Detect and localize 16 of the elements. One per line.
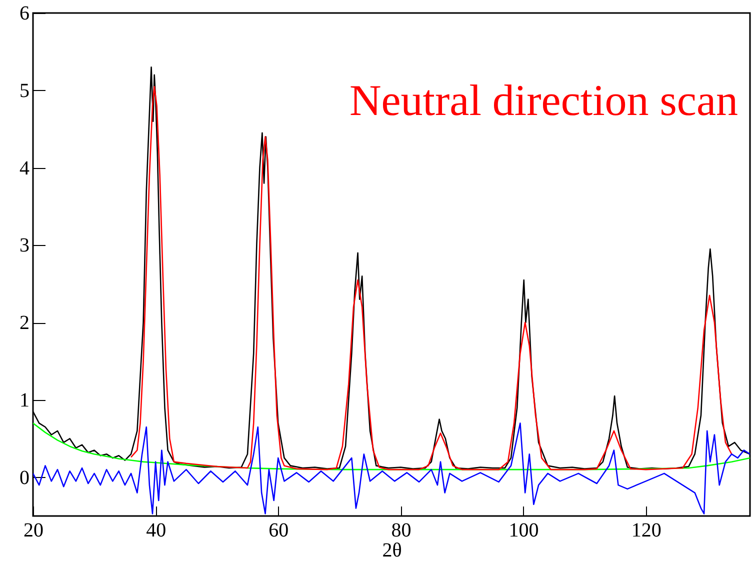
line-series (33, 422, 750, 514)
y-tick-label: 5 (20, 80, 30, 102)
x-tick-label: 80 (391, 520, 412, 542)
y-tick-label: 0 (20, 466, 30, 489)
x-tick-label: 100 (508, 520, 539, 542)
x-tick-label: 20 (24, 520, 44, 542)
y-tick-label: 1 (20, 389, 30, 412)
y-tick-label: 3 (20, 234, 30, 257)
y-tick-label: 6 (20, 2, 30, 24)
y-tick-label: 4 (20, 157, 30, 180)
x-tick-label: 120 (631, 520, 662, 542)
y-tick-label: 2 (20, 312, 30, 334)
x-axis-title: 2θ (382, 540, 402, 562)
x-tick-label: 40 (146, 520, 166, 542)
x-tick-label: 60 (268, 520, 289, 542)
annotation: Neutral direction scan (349, 76, 738, 125)
